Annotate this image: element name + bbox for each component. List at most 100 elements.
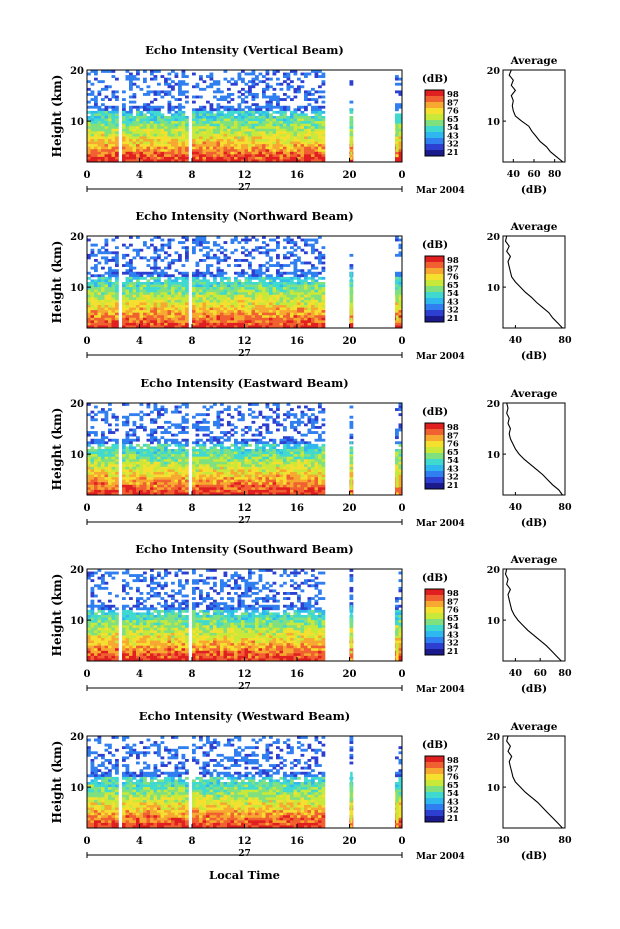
heatmap-cell xyxy=(146,118,151,122)
heatmap-cell xyxy=(104,479,109,483)
heatmap-cell xyxy=(220,436,224,440)
heatmap-cell xyxy=(396,299,399,303)
heatmap-cell xyxy=(157,123,161,127)
heatmap-cell xyxy=(136,123,140,127)
heatmap-cell xyxy=(216,325,221,329)
heatmap-cell xyxy=(164,243,168,247)
heatmap-cell xyxy=(143,299,147,303)
heatmap-cell xyxy=(94,469,98,473)
heatmap-cell xyxy=(293,151,298,155)
heatmap-cell xyxy=(122,474,126,478)
heatmap-cell xyxy=(262,159,266,163)
heatmap-cell xyxy=(143,77,147,81)
heatmap-cell xyxy=(143,93,147,96)
heatmap-cell xyxy=(164,156,168,160)
heatmap-cell xyxy=(262,423,266,427)
heatmap-cell xyxy=(286,156,291,160)
heatmap-cell xyxy=(199,449,203,452)
heatmap-cell xyxy=(234,126,238,130)
heatmap-cell xyxy=(314,282,319,285)
heatmap-cell xyxy=(104,123,109,127)
heatmap-cell xyxy=(251,466,256,470)
heatmap-cell xyxy=(185,151,189,155)
heatmap-cell xyxy=(234,289,238,293)
heatmap-cell xyxy=(192,441,196,445)
heatmap-cell xyxy=(272,98,277,101)
heatmap-cell xyxy=(398,82,403,86)
heatmap-cell xyxy=(199,95,203,99)
heatmap-cell xyxy=(104,459,109,463)
heatmap-cell xyxy=(297,292,301,296)
heatmap-cell xyxy=(115,310,119,313)
heatmap-cell xyxy=(94,136,98,140)
heatmap-cell xyxy=(237,274,242,278)
heatmap-cell xyxy=(258,151,263,155)
heatmap-cell xyxy=(300,279,305,283)
heatmap-cell xyxy=(192,72,196,76)
heatmap-cell xyxy=(251,454,256,457)
heatmap-cell xyxy=(181,287,186,290)
heatmap-cell xyxy=(290,149,294,153)
heatmap-cell xyxy=(290,315,294,319)
heatmap-cell xyxy=(244,297,249,301)
heatmap-cell xyxy=(276,136,280,140)
heatmap-cell xyxy=(139,128,144,132)
heatmap-cell xyxy=(279,305,284,308)
heatmap-cell xyxy=(227,139,231,142)
heatmap-cell xyxy=(202,136,207,140)
heatmap-cell xyxy=(97,133,102,137)
heatmap-cell xyxy=(311,123,315,127)
heatmap-cell xyxy=(199,489,203,493)
heatmap-cell xyxy=(199,466,203,470)
heatmap-cell xyxy=(87,305,91,308)
heatmap-cell xyxy=(192,474,196,478)
heatmap-cell xyxy=(220,110,224,114)
heatmap-cell xyxy=(192,100,196,104)
heatmap-cell xyxy=(111,108,116,112)
heatmap-cell xyxy=(202,405,207,409)
heatmap-cell xyxy=(101,472,105,475)
heatmap-cell xyxy=(167,123,172,127)
heatmap-cell xyxy=(300,149,305,153)
heatmap-cell xyxy=(111,477,116,480)
heatmap-cell xyxy=(195,487,200,491)
heatmap-cell xyxy=(195,307,200,311)
heatmap-cell xyxy=(307,307,312,311)
heatmap-cell xyxy=(241,80,245,84)
heatmap-cell xyxy=(395,141,399,145)
heatmap-cell xyxy=(255,459,259,463)
heatmap-cell xyxy=(115,325,119,329)
heatmap-cell xyxy=(248,141,252,145)
heatmap-cell xyxy=(244,156,249,160)
heatmap-cell xyxy=(171,299,175,303)
heatmap-cell xyxy=(146,103,151,107)
heatmap-cell xyxy=(139,284,144,288)
heatmap-cell xyxy=(97,482,102,486)
heatmap-cell xyxy=(174,464,179,468)
heatmap-cell xyxy=(248,261,252,265)
heatmap-cell xyxy=(286,85,291,89)
heatmap-cell xyxy=(132,133,137,137)
heatmap-cell xyxy=(230,251,235,255)
heatmap-cell xyxy=(146,472,151,475)
heatmap-cell xyxy=(318,151,322,155)
heatmap-cell xyxy=(314,126,319,130)
heatmap-cell xyxy=(216,133,221,137)
heatmap-cell xyxy=(136,322,140,326)
heatmap-cell xyxy=(104,144,109,147)
heatmap-cell xyxy=(234,307,238,311)
heatmap-cell xyxy=(206,426,210,429)
heatmap-cell xyxy=(248,133,252,137)
heatmap-cell xyxy=(314,317,319,321)
heatmap-cell xyxy=(195,131,200,135)
heatmap-cell xyxy=(115,261,119,265)
heatmap-cell xyxy=(269,113,273,117)
heatmap-cell xyxy=(265,108,270,112)
heatmap-cell xyxy=(143,133,147,137)
heatmap-cell xyxy=(213,487,217,491)
heatmap-cell xyxy=(94,405,98,409)
heatmap-cell xyxy=(108,136,112,140)
heatmap-cell xyxy=(202,459,207,463)
heatmap-cell xyxy=(150,472,154,475)
heatmap-cell xyxy=(150,320,154,324)
